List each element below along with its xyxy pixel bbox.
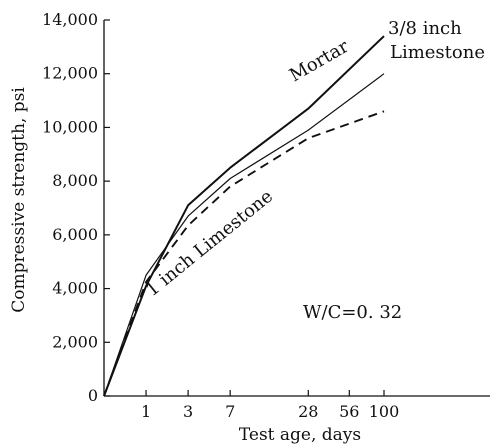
y-tick-label: 14,000 [42,10,98,29]
plot-area: 02,0004,0006,0008,00010,00012,00014,000 … [42,10,490,421]
y-tick-label: 6,000 [52,225,98,244]
x-tick-label: 28 [298,402,318,421]
y-tick-label: 2,000 [52,332,98,351]
y-axis-title: Compressive strength, psi [9,87,29,313]
series-line-1-inch-limestone [103,110,385,397]
x-tick-label: 1 [141,402,151,421]
y-tick-label: 10,000 [42,117,98,136]
y-ticks: 0 2,000 4,000 6,000 8,000 10,000 12,000 14,000 [42,10,110,405]
x-tick-label: 56 [339,402,359,421]
x-tick-label: 3 [183,402,193,421]
x-tick-label: 7 [225,402,235,421]
series-line-3-8-inch-limestone [103,73,385,397]
label-3-8-limestone-line1: 3/8 inch [388,18,462,39]
series-lines [103,35,385,397]
y-tick-label: 12,000 [42,64,98,83]
label-mortar: Mortar [286,36,353,87]
y-tick-label: 4,000 [52,279,98,298]
x-ticks: 1 3 7 28 56 100 [141,390,399,421]
y-tick-label: 0 [88,386,98,405]
x-tick-label: 100 [369,402,400,421]
label-1-inch-limestone: 1 inch Limestone [142,186,277,301]
label-wc-ratio: W/C=0. 32 [303,302,402,323]
series-line-mortar [103,35,385,397]
x-axis-title: Test age, days [239,425,361,444]
y-tick-label: 8,000 [52,171,98,190]
label-3-8-limestone-line2: Limestone [390,42,485,63]
